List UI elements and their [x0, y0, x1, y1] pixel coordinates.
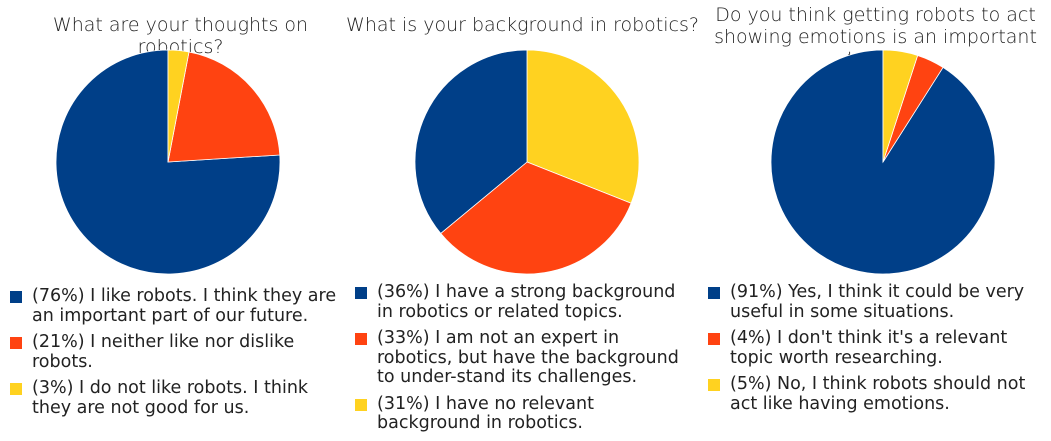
legend-item: (76%) I like robots. I think they are an… — [10, 286, 340, 326]
legend-swatch — [355, 333, 367, 345]
chart-title: What are your thoughts on robotics? — [52, 14, 309, 58]
legend-item: (91%) Yes, I think it could be very usef… — [708, 282, 1043, 322]
legend-label: (91%) Yes, I think it could be very usef… — [730, 282, 1025, 322]
legend-label: (36%) I have a strong background in robo… — [377, 282, 676, 322]
legend-swatch — [708, 333, 720, 345]
legend-swatch — [10, 383, 22, 395]
legend-label: (31%) I have no relevant background in r… — [377, 393, 594, 433]
legend-swatch — [355, 398, 367, 411]
chart-legend: (36%) I have a strong background in robo… — [355, 282, 690, 441]
legend-item: (33%) I am not an expert in robotics, bu… — [355, 328, 690, 388]
legend-item: (4%) I don't think it's a relevant topic… — [708, 328, 1043, 368]
pie-chart — [55, 49, 281, 275]
legend-label: (4%) I don't think it's a relevant topic… — [730, 328, 1008, 368]
pie-slice — [167, 49, 190, 163]
legend-label: (76%) I like robots. I think they are an… — [32, 286, 337, 326]
pie-chart — [770, 49, 996, 275]
pie-chart — [414, 49, 640, 275]
chart-legend: (76%) I like robots. I think they are an… — [10, 286, 340, 425]
legend-swatch — [10, 291, 22, 303]
legend-item: (3%) I do not like robots. I think they … — [10, 378, 340, 418]
legend-label: (33%) I am not an expert in robotics, bu… — [377, 328, 679, 387]
legend-label: (21%) I neither like nor dislike robots. — [32, 332, 295, 372]
chart-panel-2: What is your background in robotics? (36… — [345, 0, 700, 433]
chart-title: What is your background in robotics? — [346, 14, 699, 36]
pie-slice — [882, 49, 919, 163]
legend-label: (5%) No, I think robots should not act l… — [730, 374, 1026, 414]
pie-slice — [167, 51, 281, 163]
chart-panel-1: What are your thoughts on robotics? (76%… — [0, 0, 345, 431]
legend-swatch — [708, 379, 720, 391]
pie-slice — [414, 49, 528, 234]
legend-swatch — [708, 287, 720, 299]
legend-swatch — [355, 287, 367, 299]
legend-label: (3%) I do not like robots. I think they … — [32, 378, 309, 418]
legend-swatch — [10, 337, 22, 349]
pie-slice — [440, 161, 632, 275]
legend-item: (36%) I have a strong background in robo… — [355, 282, 690, 322]
chart-panel-3: Do you think getting robots to act showi… — [700, 0, 1051, 431]
chart-legend: (91%) Yes, I think it could be very usef… — [708, 282, 1043, 421]
legend-item: (31%) I have no relevant background in r… — [355, 393, 690, 434]
pie-slice — [526, 49, 640, 204]
legend-item: (5%) No, I think robots should not act l… — [708, 374, 1043, 414]
legend-item: (21%) I neither like nor dislike robots. — [10, 332, 340, 372]
